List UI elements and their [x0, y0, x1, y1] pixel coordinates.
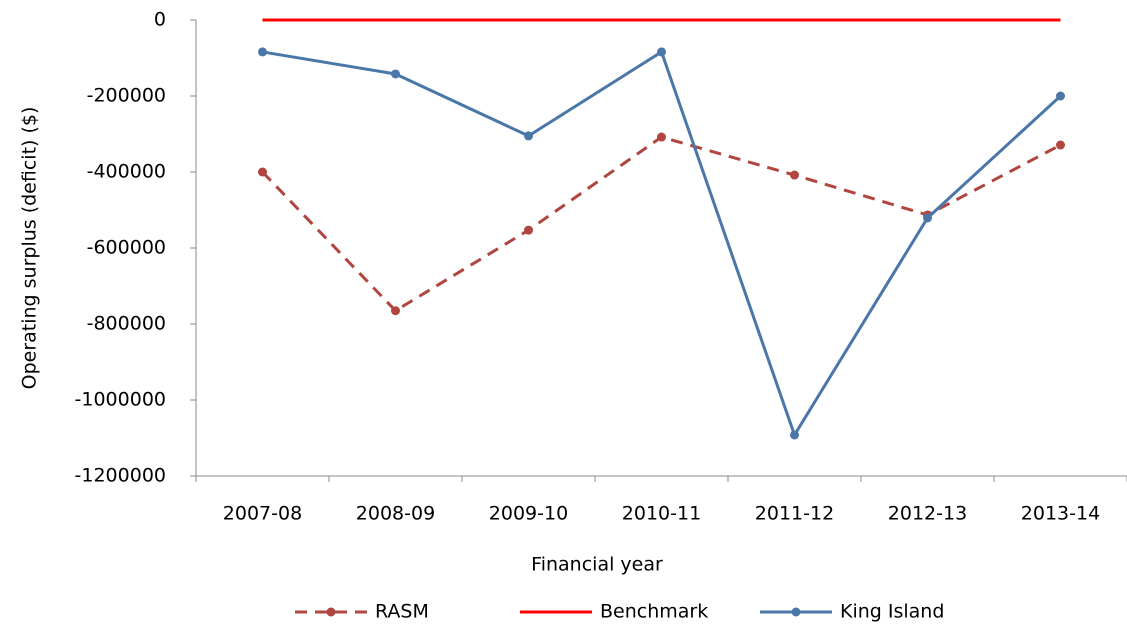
legend-marker: [791, 607, 801, 617]
series-marker: [657, 132, 666, 142]
y-tick-label: -600000: [87, 237, 166, 259]
y-tick-label: -400000: [87, 161, 166, 183]
series-marker: [258, 167, 267, 177]
series-marker: [524, 131, 533, 141]
series-marker: [790, 170, 799, 180]
series-marker: [790, 430, 799, 440]
x-tick-label: 2012-13: [888, 503, 967, 525]
y-axis-label: Operating surplus (deficit) ($): [19, 107, 41, 390]
series-marker: [391, 306, 400, 316]
legend-label: King Island: [840, 601, 944, 623]
y-tick-label: 0: [154, 9, 166, 31]
series-line: [261, 135, 1062, 313]
legend-label: Benchmark: [600, 601, 708, 623]
series-marker: [524, 225, 533, 235]
y-tick-label: -200000: [87, 85, 166, 107]
x-tick-label: 2009-10: [489, 503, 568, 525]
legend-marker: [326, 607, 336, 617]
y-tick-label: -1200000: [75, 465, 166, 487]
x-axis-label: Financial year: [531, 554, 663, 576]
series-marker: [657, 47, 666, 57]
y-tick-label: -1000000: [75, 389, 166, 411]
x-tick-label: 2007-08: [223, 503, 302, 525]
series-marker: [1056, 140, 1065, 150]
series-marker: [258, 47, 267, 57]
x-tick-label: 2011-12: [755, 503, 834, 525]
series-line: [262, 49, 1062, 439]
x-tick-label: 2008-09: [356, 503, 435, 525]
series-marker: [1056, 91, 1065, 101]
y-tick-label: -800000: [87, 313, 166, 335]
series-marker: [923, 213, 932, 223]
x-tick-label: 2013-14: [1021, 503, 1100, 525]
series-marker: [391, 69, 400, 79]
legend-label: RASM: [375, 601, 429, 623]
x-tick-label: 2010-11: [622, 503, 701, 525]
